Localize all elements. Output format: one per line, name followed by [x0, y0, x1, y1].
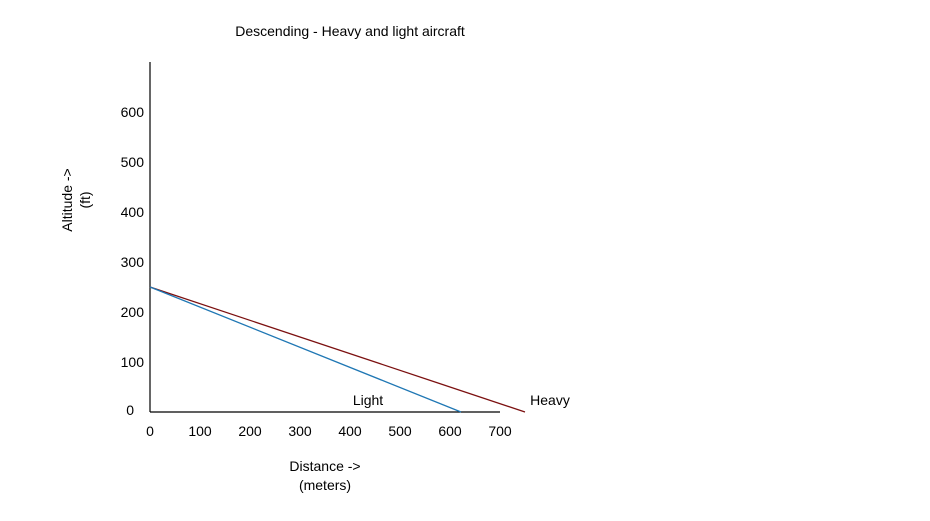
y-tick-label: 0 [126, 402, 134, 418]
x-tick-label: 700 [488, 423, 512, 439]
y-tick-label: 200 [121, 304, 145, 320]
series-label-light: Light [353, 392, 383, 408]
y-tick-label: 500 [121, 154, 145, 170]
y-tick-label: 300 [121, 254, 145, 270]
x-tick-label: 500 [388, 423, 412, 439]
x-tick-label: 200 [238, 423, 262, 439]
x-tick-label: 400 [338, 423, 362, 439]
y-axis-label-line2: (ft) [77, 191, 93, 208]
y-tick-label: 100 [121, 354, 145, 370]
series-line-light [149, 286, 462, 413]
x-axis-label-line2: (meters) [299, 477, 351, 493]
y-axis-label-line1: Altitude -> [59, 168, 75, 231]
y-tick-label: 400 [121, 204, 145, 220]
series-line-heavy [149, 286, 526, 413]
x-tick-label: 600 [438, 423, 462, 439]
x-tick-label: 0 [146, 423, 154, 439]
y-tick-label: 600 [121, 104, 145, 120]
x-axis-label-line1: Distance -> [289, 458, 360, 474]
chart-title: Descending - Heavy and light aircraft [235, 23, 465, 39]
x-tick-label: 100 [188, 423, 212, 439]
series-label-heavy: Heavy [530, 392, 570, 408]
x-tick-label: 300 [288, 423, 312, 439]
